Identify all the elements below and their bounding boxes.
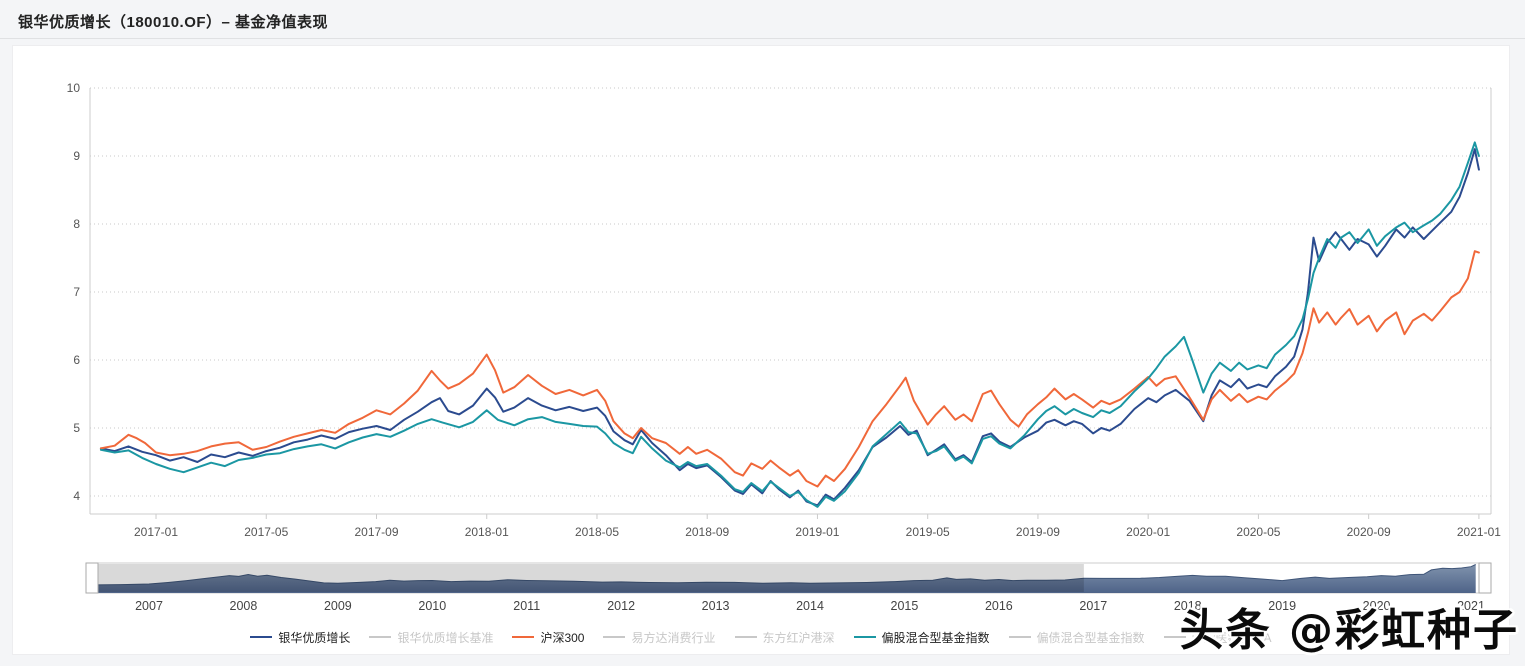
legend-label: 中欧医疗创新A (1191, 630, 1272, 645)
fund-nav-chart: 4 5 6 7 8 9 10 2017-01 2017-05 2017-09 2018-01 2018… (67, 81, 1502, 613)
x-tick-label: 2018-05 (575, 525, 619, 539)
legend-item-沪深300[interactable]: 沪深300 (512, 629, 584, 646)
y-tick-label: 6 (73, 353, 80, 367)
x-tick-label: 2019-05 (906, 525, 950, 539)
series-layer (99, 141, 1480, 508)
x-tick-label: 2018-01 (465, 525, 509, 539)
x-tick-label: 2020-01 (1126, 525, 1170, 539)
legend-label: 银华优质增长基准 (397, 630, 494, 645)
legend-marker (1163, 636, 1186, 638)
y-tick-label: 8 (73, 217, 80, 231)
x-tick-label: 2019-09 (1016, 525, 1060, 539)
slider-year-label: 2018 (1174, 599, 1202, 613)
slider-year-label: 2009 (324, 599, 352, 613)
legend-marker (250, 636, 273, 638)
legend: 银华优质增长 银华优质增长基准 沪深300 易方达消费行业 东方红沪港深 偏股混合型基金指… (13, 628, 1509, 646)
slider-year-label: 2017 (1079, 599, 1107, 613)
legend-marker (734, 636, 757, 638)
y-tick-label: 5 (73, 421, 80, 435)
slider-year-label: 2021 (1457, 599, 1485, 613)
legend-marker (853, 636, 876, 638)
x-tick-label: 2020-05 (1236, 525, 1280, 539)
y-tick-label: 4 (73, 489, 80, 503)
legend-item-中欧医疗创新A[interactable]: 中欧医疗创新A (1163, 629, 1272, 646)
legend-label: 偏股混合型基金指数 (881, 630, 990, 645)
series-line-偏股混合型基金指数 (99, 141, 1480, 508)
slider-year-label: 2008 (230, 599, 258, 613)
slider-year-label: 2013 (702, 599, 730, 613)
slider-year-label: 2019 (1268, 599, 1296, 613)
legend-item-易方达消费行业[interactable]: 易方达消费行业 (603, 629, 716, 646)
x-tick-label: 2017-05 (244, 525, 288, 539)
y-tick-label: 9 (73, 149, 80, 163)
legend-marker (512, 636, 535, 638)
legend-label: 易方达消费行业 (631, 630, 716, 645)
legend-label: 沪深300 (540, 630, 585, 645)
x-tick-label: 2019-01 (795, 525, 839, 539)
legend-label: 偏债混合型基金指数 (1036, 630, 1145, 645)
legend-label: 银华优质增长 (278, 630, 351, 645)
legend-marker (603, 636, 626, 638)
slider-mask-unselected[interactable] (98, 564, 1084, 592)
series-line-银华优质增长 (99, 148, 1480, 507)
y-tick-label: 10 (67, 81, 81, 95)
range-slider[interactable]: 2007 2008 2009 2010 2011 2012 2013 2014 2015 2016… (85, 562, 1492, 613)
slider-year-label: 2011 (513, 599, 540, 613)
legend-item-偏债混合型基金指数[interactable]: 偏债混合型基金指数 (1008, 629, 1145, 646)
legend-item-东方红沪港深[interactable]: 东方红沪港深 (734, 629, 835, 646)
axis-layer: 4 5 6 7 8 9 10 2017-01 2017-05 2017-09 2018-01 2018… (67, 81, 1502, 539)
x-tick-label: 2017-09 (354, 525, 398, 539)
slider-year-label: 2014 (796, 599, 824, 613)
x-tick-label: 2020-09 (1347, 525, 1391, 539)
slider-year-label: 2007 (135, 599, 163, 613)
legend-label: 东方红沪港深 (762, 630, 835, 645)
slider-year-label: 2016 (985, 599, 1013, 613)
watermark: 头条 @彩虹种子 (1179, 605, 1519, 656)
x-tick-label: 2021-01 (1457, 525, 1501, 539)
slider-year-label: 2012 (607, 599, 635, 613)
series-line-沪深300 (99, 250, 1480, 488)
page-title: 银华优质增长（180010.OF）– 基金净值表现 (18, 14, 329, 31)
legend-item-偏股混合型基金指数[interactable]: 偏股混合型基金指数 (853, 629, 990, 646)
y-tick-label: 7 (73, 285, 80, 299)
slider-year-label: 2010 (418, 599, 446, 613)
slider-year-label: 2020 (1363, 599, 1391, 613)
legend-marker (369, 636, 392, 638)
slider-handle-left[interactable] (85, 562, 99, 594)
chart-card: 4 5 6 7 8 9 10 2017-01 2017-05 2017-09 2018-01 2018… (12, 45, 1510, 655)
title-bar: 银华优质增长（180010.OF）– 基金净值表现 (0, 0, 1525, 39)
legend-marker (1008, 636, 1031, 638)
slider-shadow-outline (97, 564, 1476, 586)
x-tick-label: 2018-09 (685, 525, 729, 539)
legend-item-银华优质增长[interactable]: 银华优质增长 (250, 629, 350, 646)
slider-year-label: 2015 (891, 599, 919, 613)
slider-handle-right[interactable] (1478, 562, 1492, 594)
legend-item-银华优质增长基准[interactable]: 银华优质增长基准 (369, 629, 493, 646)
slider-data-shadow (97, 564, 1476, 593)
x-tick-label: 2017-01 (134, 525, 178, 539)
